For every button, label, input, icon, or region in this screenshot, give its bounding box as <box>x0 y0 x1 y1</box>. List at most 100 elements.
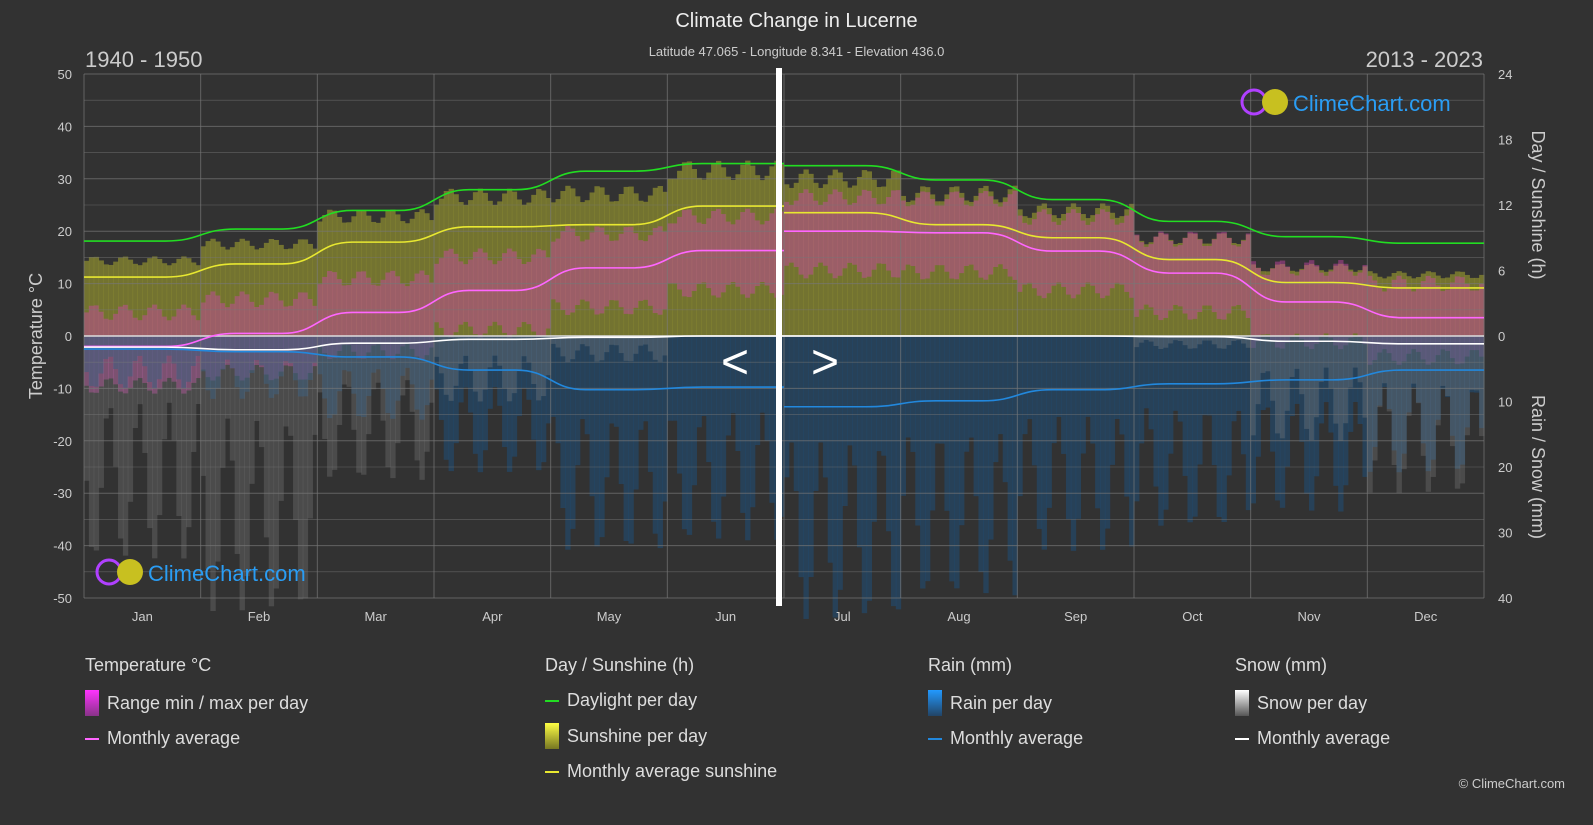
temp-range-bar <box>832 189 838 279</box>
rain-day-bar <box>1333 336 1339 486</box>
sunshine-day-bar <box>759 180 766 336</box>
sunshine-day-bar <box>302 239 309 336</box>
temp-range-bar <box>1099 209 1106 299</box>
rain-day-bar <box>769 336 775 503</box>
temp-range-bar <box>1211 239 1218 313</box>
temp-range-bar <box>730 224 736 283</box>
snow-day-bar <box>1381 336 1388 384</box>
sunshine-day-bar <box>997 202 1004 336</box>
temp-range-bar <box>929 199 936 272</box>
sunshine-day-bar <box>1474 277 1480 336</box>
temp-range-bar <box>842 199 848 269</box>
sunshine-day-bar <box>754 175 761 336</box>
sunshine-day-bar <box>171 263 177 336</box>
sunshine-day-bar <box>1143 244 1150 336</box>
sunshine-day-bar <box>147 258 153 336</box>
temp-range-bar <box>1357 272 1363 337</box>
temp-range-bar <box>1420 281 1427 360</box>
temp-range-bar <box>1367 275 1373 365</box>
sunshine-day-bar <box>944 194 950 336</box>
sunshine-day-bar <box>1435 275 1441 336</box>
sunshine-day-bar <box>293 243 299 336</box>
sunshine-day-bar <box>93 256 100 336</box>
temp-range-bar <box>715 208 722 298</box>
sunshine-day-bar <box>506 188 513 336</box>
rain-day-bar <box>156 336 163 380</box>
right-axis-tick-hours: 24 <box>1498 67 1512 82</box>
legend-label: Range min / max per day <box>107 692 309 713</box>
sunshine-day-bar <box>929 194 936 336</box>
sunshine-avg-line <box>784 211 1484 289</box>
snow-day-bar <box>1163 336 1169 348</box>
rain-day-bar <box>1080 336 1086 454</box>
logo-bottom[interactable]: ClimeChart.com <box>95 558 306 586</box>
snow-day-bar <box>545 336 552 376</box>
temp-range-bar <box>1202 245 1208 306</box>
temp-range-bar <box>438 258 445 328</box>
sunshine-day-bar <box>910 200 916 336</box>
snow-day-bar <box>1245 336 1252 348</box>
temp-range-bar <box>385 272 391 358</box>
sunshine-day-bar <box>1221 233 1227 336</box>
sunshine-day-bar <box>526 202 532 336</box>
rain-day-bar <box>973 336 979 497</box>
sunshine-day-bar <box>993 199 999 336</box>
sunshine-day-bar <box>327 209 333 336</box>
next-period-button[interactable]: > <box>811 336 839 389</box>
snow-day-bar <box>1323 336 1329 368</box>
sunshine-day-bar <box>565 185 571 336</box>
rain-day-bar <box>268 336 275 398</box>
rain-day-bar <box>341 336 347 371</box>
rain-day-bar <box>118 336 124 385</box>
rain-day-bar <box>327 336 333 419</box>
snow-day-bar <box>1347 336 1354 388</box>
rain-day-bar <box>720 336 727 497</box>
rain-day-bar <box>1041 336 1047 550</box>
sunshine-day-bar <box>623 186 629 336</box>
snow-day-bar <box>1479 336 1485 437</box>
snow-day-bar <box>166 336 172 403</box>
rain-day-bar <box>1338 336 1344 512</box>
rain-day-bar <box>142 336 148 367</box>
temp-range-bar <box>895 190 902 278</box>
rain-day-bar <box>978 336 984 572</box>
rain-day-bar <box>609 336 615 424</box>
sunshine-day-bar <box>375 222 382 336</box>
snow-day-bar <box>516 336 522 372</box>
rain-day-bar <box>638 336 644 430</box>
sunshine-day-bar <box>195 265 202 336</box>
rain-day-bar <box>147 336 153 382</box>
temp-range-bar <box>633 233 639 308</box>
temp-range-bar <box>876 204 882 264</box>
logo-top[interactable]: ClimeChart.com <box>1240 88 1451 116</box>
sunshine-day-bar <box>1338 263 1344 336</box>
temp-range-bar <box>361 271 367 359</box>
sunshine-day-bar <box>813 182 819 336</box>
sunshine-day-bar <box>356 210 362 336</box>
sunshine-day-bar <box>1187 233 1193 336</box>
rain-day-bar <box>1236 336 1242 411</box>
prev-period-button[interactable]: < <box>721 336 749 389</box>
rain-day-bar <box>273 336 279 395</box>
rain-day-bar <box>365 336 372 396</box>
snow-day-bar <box>254 336 260 421</box>
rain-day-bar <box>968 336 975 438</box>
temp-range-bar <box>409 281 416 349</box>
temp-range-bar <box>978 193 984 278</box>
temp-range-bar <box>1459 277 1466 364</box>
sunshine-day-bar <box>657 186 663 336</box>
rain-day-bar <box>1328 336 1334 433</box>
snow-day-bar <box>550 336 557 344</box>
sunshine-day-bar <box>1391 273 1397 336</box>
sunshine-day-bar <box>278 244 284 336</box>
rain-day-bar <box>910 336 916 452</box>
rain-day-bar <box>754 336 761 446</box>
rain-day-bar <box>1299 336 1305 442</box>
temp-range-bar <box>1119 222 1125 285</box>
rain-day-bar <box>506 336 513 472</box>
period-divider-handle[interactable] <box>776 68 782 606</box>
rain-day-bar <box>502 336 508 448</box>
temp-range-bar <box>793 200 800 267</box>
sunshine-day-bar <box>176 258 182 336</box>
temp-range-bar <box>380 279 386 351</box>
